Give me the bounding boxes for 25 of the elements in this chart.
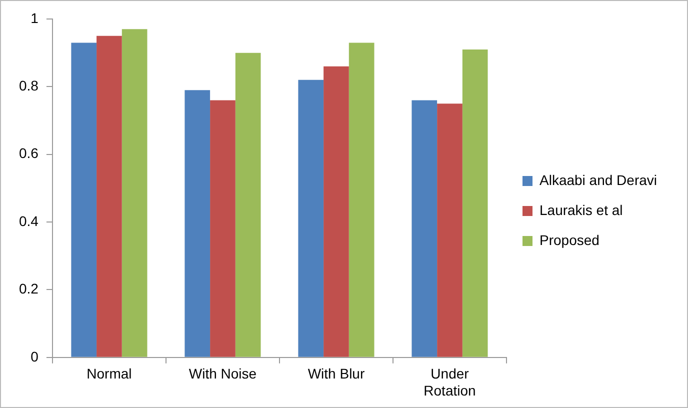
legend-label: Laurakis et al: [539, 202, 623, 218]
bar: [210, 100, 236, 357]
bar: [235, 52, 261, 357]
x-tick-label: With Blur: [308, 366, 365, 382]
y-tick-label: 0.8: [18, 78, 39, 94]
x-tick-label: Under Rotation: [424, 366, 476, 398]
bar: [412, 100, 438, 357]
y-tick-label: 0.6: [18, 145, 39, 162]
bar: [298, 80, 324, 357]
bar: [437, 104, 462, 357]
y-tick-label: 1: [30, 10, 39, 26]
bar: [348, 42, 374, 357]
bar: [184, 90, 210, 357]
bar: [324, 66, 349, 357]
bar: [71, 42, 97, 357]
x-tick-label: Normal: [86, 366, 132, 382]
bar: [462, 49, 488, 357]
bar: [96, 36, 122, 357]
legend-label: Alkaabi and Deravi: [539, 172, 658, 188]
bar: [122, 29, 148, 357]
x-tick-label: With Noise: [188, 366, 257, 382]
y-tick-label: 0: [30, 348, 39, 364]
y-tick-label: 0.4: [18, 212, 39, 229]
legend-label: Proposed: [539, 232, 600, 248]
y-tick-label: 0.2: [18, 280, 39, 297]
